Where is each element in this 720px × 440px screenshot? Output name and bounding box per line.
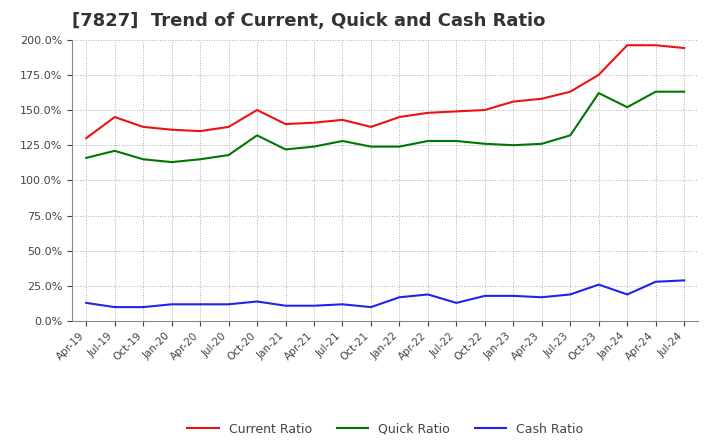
- Current Ratio: [595, 72, 603, 77]
- Quick Ratio: [282, 147, 290, 152]
- Current Ratio: [82, 136, 91, 141]
- Quick Ratio: [680, 89, 688, 94]
- Current Ratio: [509, 99, 518, 104]
- Current Ratio: [110, 114, 119, 120]
- Quick Ratio: [167, 159, 176, 165]
- Current Ratio: [652, 43, 660, 48]
- Cash Ratio: [110, 304, 119, 310]
- Current Ratio: [282, 121, 290, 127]
- Cash Ratio: [395, 295, 404, 300]
- Cash Ratio: [338, 302, 347, 307]
- Cash Ratio: [680, 278, 688, 283]
- Current Ratio: [480, 107, 489, 113]
- Current Ratio: [566, 89, 575, 94]
- Current Ratio: [623, 43, 631, 48]
- Quick Ratio: [395, 144, 404, 149]
- Text: [7827]  Trend of Current, Quick and Cash Ratio: [7827] Trend of Current, Quick and Cash …: [72, 12, 545, 30]
- Line: Current Ratio: Current Ratio: [86, 45, 684, 138]
- Quick Ratio: [623, 105, 631, 110]
- Current Ratio: [225, 124, 233, 129]
- Cash Ratio: [139, 304, 148, 310]
- Quick Ratio: [196, 157, 204, 162]
- Current Ratio: [366, 124, 375, 129]
- Current Ratio: [310, 120, 318, 125]
- Current Ratio: [537, 96, 546, 101]
- Quick Ratio: [537, 141, 546, 147]
- Cash Ratio: [366, 304, 375, 310]
- Cash Ratio: [452, 300, 461, 305]
- Line: Quick Ratio: Quick Ratio: [86, 92, 684, 162]
- Quick Ratio: [338, 138, 347, 143]
- Current Ratio: [253, 107, 261, 113]
- Quick Ratio: [452, 138, 461, 143]
- Legend: Current Ratio, Quick Ratio, Cash Ratio: Current Ratio, Quick Ratio, Cash Ratio: [182, 418, 588, 440]
- Quick Ratio: [110, 148, 119, 154]
- Cash Ratio: [167, 302, 176, 307]
- Quick Ratio: [366, 144, 375, 149]
- Cash Ratio: [595, 282, 603, 287]
- Current Ratio: [680, 45, 688, 51]
- Cash Ratio: [253, 299, 261, 304]
- Current Ratio: [167, 127, 176, 132]
- Line: Cash Ratio: Cash Ratio: [86, 280, 684, 307]
- Quick Ratio: [225, 152, 233, 158]
- Cash Ratio: [537, 295, 546, 300]
- Quick Ratio: [310, 144, 318, 149]
- Cash Ratio: [480, 293, 489, 298]
- Quick Ratio: [509, 143, 518, 148]
- Quick Ratio: [253, 133, 261, 138]
- Current Ratio: [452, 109, 461, 114]
- Quick Ratio: [566, 133, 575, 138]
- Current Ratio: [338, 117, 347, 122]
- Current Ratio: [395, 114, 404, 120]
- Cash Ratio: [566, 292, 575, 297]
- Current Ratio: [423, 110, 432, 115]
- Cash Ratio: [225, 302, 233, 307]
- Cash Ratio: [509, 293, 518, 298]
- Cash Ratio: [282, 303, 290, 308]
- Quick Ratio: [423, 138, 432, 143]
- Quick Ratio: [139, 157, 148, 162]
- Quick Ratio: [652, 89, 660, 94]
- Cash Ratio: [652, 279, 660, 284]
- Quick Ratio: [595, 91, 603, 96]
- Quick Ratio: [480, 141, 489, 147]
- Current Ratio: [139, 124, 148, 129]
- Quick Ratio: [82, 155, 91, 161]
- Cash Ratio: [310, 303, 318, 308]
- Cash Ratio: [82, 300, 91, 305]
- Cash Ratio: [423, 292, 432, 297]
- Cash Ratio: [623, 292, 631, 297]
- Cash Ratio: [196, 302, 204, 307]
- Current Ratio: [196, 128, 204, 134]
